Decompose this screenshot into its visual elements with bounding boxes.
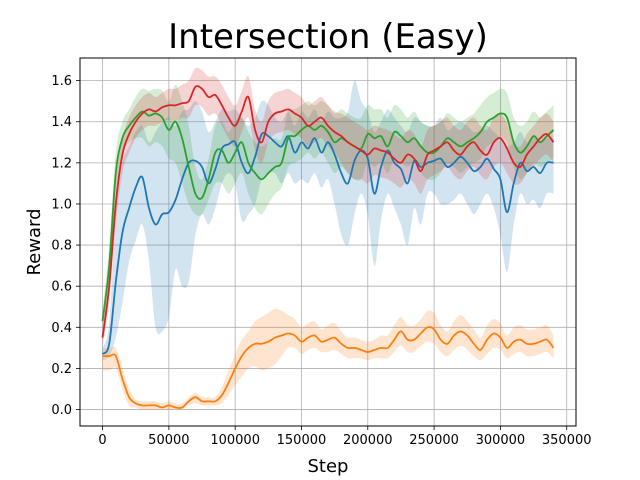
x-tick-label: 150000 — [277, 433, 327, 448]
series-4-band — [102, 67, 554, 348]
y-tick-label: 0.8 — [51, 239, 72, 254]
series-2-band — [102, 308, 554, 410]
x-axis-label: Step — [308, 456, 349, 477]
y-tick-label: 0.4 — [51, 321, 72, 336]
y-tick-label: 0.2 — [51, 362, 72, 377]
x-tick-label: 0 — [98, 433, 106, 448]
x-tick-label: 50000 — [148, 433, 189, 448]
series-2-line — [102, 326, 555, 409]
y-tick-label: 1.4 — [51, 115, 72, 130]
y-tick-label: 1.0 — [51, 197, 72, 212]
series-4-line — [101, 85, 555, 338]
y-tick-label: 0.6 — [51, 280, 72, 295]
chart-title: Intersection (Easy) — [168, 17, 488, 57]
y-tick-label: 0.0 — [51, 403, 72, 418]
series-3-line — [101, 110, 555, 322]
x-tick-label: 300000 — [476, 433, 526, 448]
series-1-line — [101, 131, 554, 355]
plot-frame — [79, 57, 577, 427]
series-1-band — [102, 80, 554, 361]
x-tick-label: 100000 — [210, 433, 260, 448]
series-lines — [101, 85, 555, 409]
gridlines — [80, 58, 576, 426]
x-tick-label: 250000 — [409, 433, 459, 448]
y-tick-label: 1.6 — [51, 74, 72, 89]
y-axis-ticks: 0.0 0.2 0.4 0.6 0.8 1.0 1.2 1.4 1.6 — [51, 74, 80, 418]
x-axis-ticks: 0 50000 100000 150000 200000 250000 300000 3500… — [98, 426, 592, 448]
x-tick-label: 200000 — [343, 433, 393, 448]
y-tick-label: 1.2 — [51, 156, 72, 171]
x-tick-label: 350000 — [542, 433, 592, 448]
y-axis-label: Reward — [24, 208, 45, 275]
